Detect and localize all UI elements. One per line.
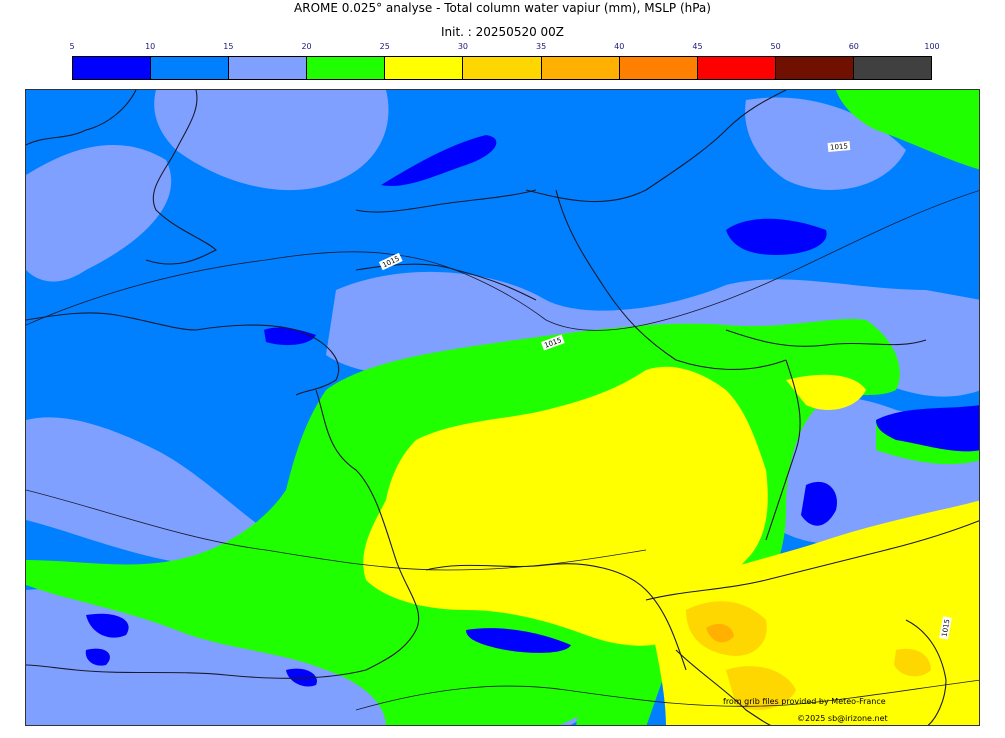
colorbar-cell — [853, 57, 932, 79]
colorbar-tick-label: 60 — [848, 42, 859, 51]
colorbar-ticks: 5 10 15 20 25 30 35 40 45 50 60 100 — [69, 42, 939, 54]
colorbar-cell — [229, 57, 308, 79]
colorbar-tick-label: 45 — [692, 42, 703, 51]
colorbar-tick-label: 5 — [69, 42, 75, 51]
colorbar-cell — [619, 57, 698, 79]
isobars — [26, 190, 979, 711]
colorbar-cell — [73, 57, 152, 79]
colorbar-tick-label: 10 — [145, 42, 156, 51]
colorbar-tick-label: 25 — [379, 42, 390, 51]
map-subtitle: Init. : 20250520 00Z — [440, 25, 565, 39]
colorbar-tick-label: 40 — [614, 42, 625, 51]
orange-field — [706, 623, 734, 643]
colorbar-cell — [541, 57, 620, 79]
colorbar-cell — [307, 57, 386, 79]
colorbar-cell — [385, 57, 464, 79]
data-source-credit: from grib files provided by Meteo-France — [723, 697, 886, 706]
copyright-credit: ©2025 sb@irizone.net — [797, 714, 888, 723]
isobar-label: 1015 — [941, 619, 952, 638]
coastlines-and-borders — [26, 90, 979, 725]
colorbar-tick-label: 15 — [223, 42, 234, 51]
weather-map: 1015 1015 1015 1015 — [25, 89, 980, 726]
colorbar-legend — [72, 56, 932, 80]
colorbar-tick-label: 30 — [457, 42, 468, 51]
colorbar-cell — [775, 57, 854, 79]
map-svg: 1015 1015 1015 1015 — [26, 90, 979, 725]
yellow-field — [363, 366, 979, 725]
colorbar-tick-label: 35 — [535, 42, 547, 51]
map-title: AROME 0.025° analyse - Total column wate… — [294, 1, 711, 15]
colorbar-tick-label: 20 — [301, 42, 312, 51]
gold-field — [686, 601, 931, 710]
isobar-label: 1015 — [830, 142, 848, 152]
colorbar-cell — [151, 57, 230, 79]
colorbar-cell — [697, 57, 776, 79]
colorbar-tick-label: 50 — [770, 42, 781, 51]
colorbar-cell — [463, 57, 542, 79]
colorbar-tick-label: 100 — [924, 42, 940, 51]
